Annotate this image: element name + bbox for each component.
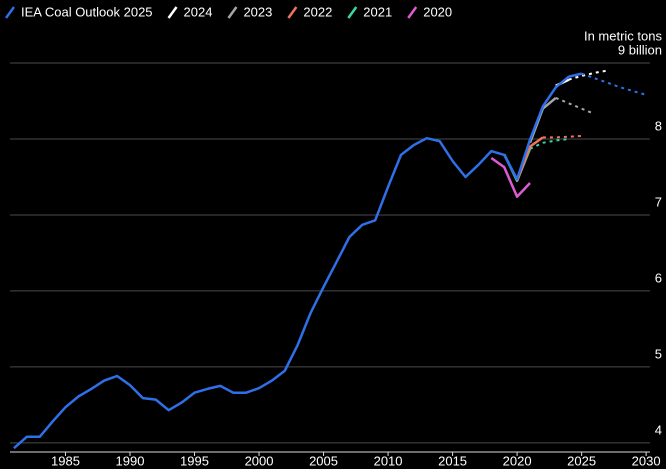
x-tick-label: 1985 <box>51 453 80 468</box>
x-tick-label: 2020 <box>503 453 532 468</box>
x-tick-label: 1990 <box>116 453 145 468</box>
series-line <box>13 72 582 450</box>
legend-swatch <box>287 6 298 19</box>
legend-swatch <box>227 6 238 19</box>
legend-swatch <box>4 6 16 19</box>
legend-label: 2020 <box>423 4 452 19</box>
x-tick-label: 2015 <box>438 453 467 468</box>
projection-line <box>581 72 647 96</box>
y-tick-label: 8 <box>655 118 662 133</box>
x-tick-label: 2005 <box>309 453 338 468</box>
y-tick-label: 5 <box>655 346 662 361</box>
legend-swatch <box>407 6 418 19</box>
legend-swatch <box>347 6 358 19</box>
legend-label: IEA Coal Outlook 2025 <box>21 4 153 19</box>
x-tick-label: 2030 <box>632 453 661 468</box>
y-tick-label: 4 <box>655 422 662 437</box>
y-tick-label: 6 <box>655 270 662 285</box>
y-tick-label: 9 billion <box>618 42 662 57</box>
legend-label: 2023 <box>243 4 272 19</box>
x-tick-label: 1995 <box>180 453 209 468</box>
legend-label: 2021 <box>363 4 392 19</box>
projection-line <box>529 138 569 150</box>
y-tick-label: 7 <box>655 194 662 209</box>
legend-label: 2024 <box>184 4 213 19</box>
legend-swatch <box>167 6 178 19</box>
y-unit: In metric tons <box>584 28 663 43</box>
projection-line <box>542 134 582 139</box>
x-tick-label: 2010 <box>374 453 403 468</box>
series-line <box>490 156 531 198</box>
projection-line <box>555 96 595 115</box>
legend-label: 2022 <box>303 4 332 19</box>
x-tick-label: 2000 <box>245 453 274 468</box>
x-tick-label: 2025 <box>567 453 596 468</box>
